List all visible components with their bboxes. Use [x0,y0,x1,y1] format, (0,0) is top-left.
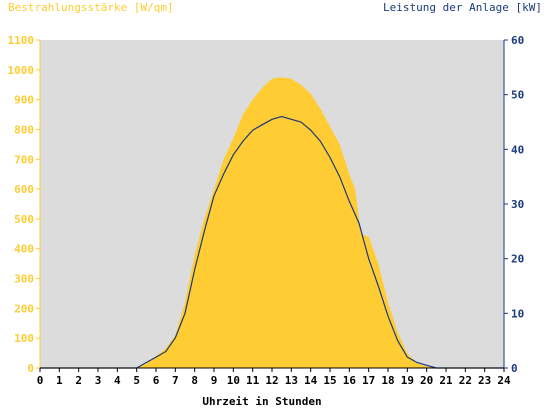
y-left-tick-label: 100 [14,332,34,345]
x-tick-label: 11 [246,374,260,387]
y-left-tick-label: 200 [14,302,34,315]
y-left-tick-label: 0 [27,362,34,375]
y-right-tick-label: 40 [511,143,524,156]
y-right-tick-label: 20 [511,253,524,266]
x-tick-label: 8 [191,374,198,387]
y-right-tick-label: 0 [511,362,518,375]
y-left-tick-label: 1000 [8,64,35,77]
y-left-tick-label: 300 [14,273,34,286]
x-tick-label: 20 [420,374,433,387]
left-axis-title: Bestrahlungsstärke [W/qm] [8,1,174,14]
x-tick-label: 24 [497,374,511,387]
x-tick-label: 23 [478,374,491,387]
x-tick-label: 6 [153,374,160,387]
y-right-tick-label: 60 [511,34,524,47]
x-tick-label: 18 [381,374,394,387]
x-tick-label: 2 [75,374,82,387]
x-tick-label: 19 [401,374,414,387]
y-right-tick-label: 30 [511,198,524,211]
x-tick-label: 10 [227,374,240,387]
x-tick-label: 7 [172,374,179,387]
x-axis-title: Uhrzeit in Stunden [202,395,321,408]
x-tick-label: 1 [56,374,63,387]
x-tick-label: 3 [95,374,102,387]
y-left-tick-label: 900 [14,94,34,107]
y-left-tick-label: 800 [14,123,34,136]
y-left-tick-label: 1100 [8,34,35,47]
x-tick-label: 17 [362,374,375,387]
x-tick-label: 21 [439,374,453,387]
y-left-tick-label: 500 [14,213,34,226]
x-tick-label: 22 [459,374,472,387]
x-tick-label: 12 [265,374,278,387]
series-layer [40,77,504,369]
x-tick-label: 0 [37,374,44,387]
x-tick-label: 15 [323,374,336,387]
x-tick-label: 16 [343,374,357,387]
irradiance-area-series [40,77,504,369]
ticks-layer: 0100200300400500600700800900100011000102… [8,34,525,387]
y-right-tick-label: 50 [511,89,524,102]
right-axis-title: Leistung der Anlage [kW] [383,1,542,14]
x-tick-label: 5 [133,374,140,387]
x-tick-label: 9 [211,374,218,387]
power-line-series [40,115,504,369]
x-tick-label: 14 [304,374,318,387]
y-right-tick-label: 10 [511,307,524,320]
y-left-tick-label: 400 [14,243,34,256]
y-left-tick-label: 700 [14,153,34,166]
x-tick-label: 13 [285,374,298,387]
x-tick-label: 4 [114,374,121,387]
y-left-tick-label: 600 [14,183,34,196]
